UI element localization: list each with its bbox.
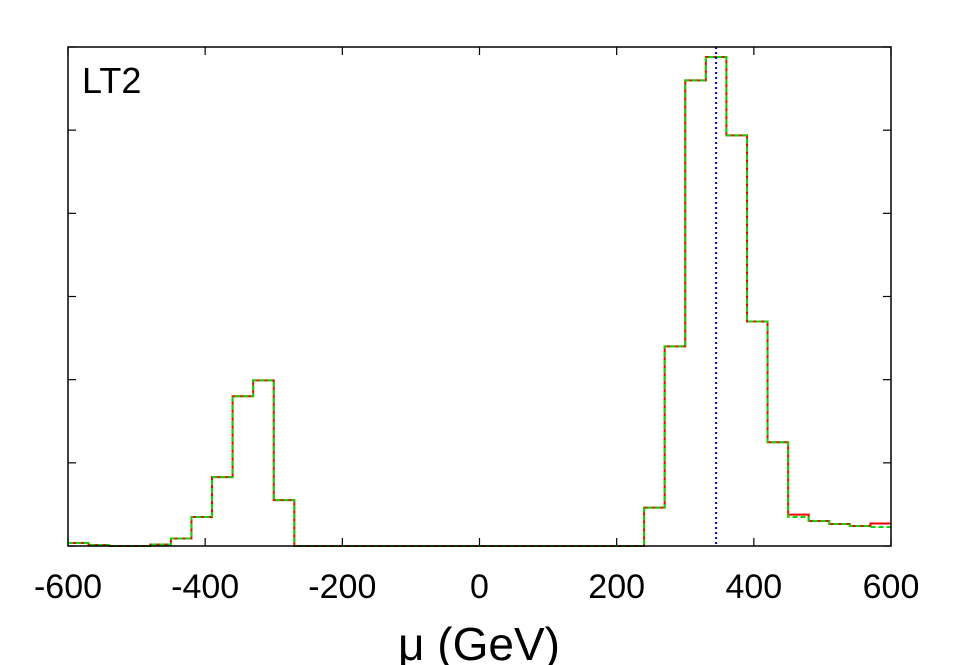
x-tick-label-0: -600 (34, 568, 102, 606)
axis-ticks (67, 46, 892, 547)
x-axis-title: μ (GeV) (398, 618, 560, 665)
x-tick-label-2: -200 (308, 568, 376, 606)
x-tick-label-6: 600 (863, 568, 920, 606)
x-tick-label-4: 200 (588, 568, 645, 606)
series-1-line (68, 55, 891, 547)
series-2-line (68, 55, 891, 547)
plot-frame (67, 46, 892, 547)
x-tick-labels: -600 -400 -200 0 200 400 600 (34, 568, 919, 606)
series-layer (68, 55, 891, 547)
x-tick-label-1: -400 (171, 568, 239, 606)
panel-label: LT2 (82, 60, 141, 101)
x-tick-label-3: 0 (470, 568, 489, 606)
x-tick-label-5: 400 (725, 568, 782, 606)
